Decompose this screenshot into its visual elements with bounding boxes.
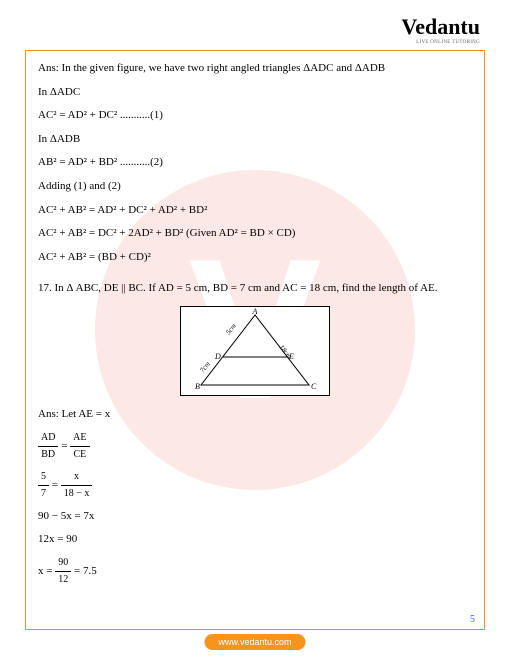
answer-intro: Ans: In the given figure, we have two ri… <box>38 60 472 78</box>
question-17: 17. In Δ ABC, DE || BC. If AD = 5 cm, BD… <box>38 280 472 298</box>
step-4: 12x = 90 <box>38 531 472 549</box>
page-number: 5 <box>470 614 475 625</box>
brand-logo: Vedantu LIVE ONLINE TUTORING <box>401 14 480 45</box>
equation-4: AC² + AB² = DC² + 2AD² + BD² (Given AD² … <box>38 225 472 243</box>
fraction-2: 57 = x18 − x <box>38 469 472 502</box>
footer-url: www.vedantu.com <box>204 634 305 650</box>
fraction-1: ADBD = AECE <box>38 430 472 463</box>
triangle-svg: A B C D E 5cm 7cm 18cm <box>181 307 329 395</box>
vertex-c: C <box>311 382 317 391</box>
equation-5: AC² + AB² = (BD + CD)² <box>38 249 472 267</box>
side-ad: 5cm <box>224 322 237 336</box>
label-adding: Adding (1) and (2) <box>38 178 472 196</box>
logo-text: Vedantu <box>401 14 480 40</box>
side-bd: 7cm <box>198 360 211 374</box>
label-in-adc: In ΔADC <box>38 84 472 102</box>
step-3: 90 − 5x = 7x <box>38 508 472 526</box>
vertex-a: A <box>252 307 258 316</box>
equation-1: AC² = AD² + DC² ...........(1) <box>38 107 472 125</box>
step-5: x = 9012 = 7.5 <box>38 555 472 588</box>
logo-tagline: LIVE ONLINE TUTORING <box>401 40 480 45</box>
answer-2-let: Ans: Let AE = x <box>38 406 472 424</box>
vertex-b: B <box>195 382 200 391</box>
equation-2: AB² = AD² + BD² ...........(2) <box>38 154 472 172</box>
label-in-adb: In ΔADB <box>38 131 472 149</box>
triangle-figure: A B C D E 5cm 7cm 18cm <box>180 306 330 396</box>
equation-3: AC² + AB² = AD² + DC² + AD² + BD² <box>38 202 472 220</box>
page-content: Ans: In the given figure, we have two ri… <box>38 60 472 594</box>
vertex-d: D <box>214 352 221 361</box>
